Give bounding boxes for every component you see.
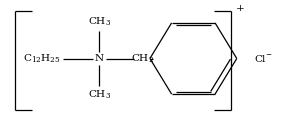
Text: +: + <box>235 4 244 13</box>
Text: $\mathregular{C_{12}H_{25}}$: $\mathregular{C_{12}H_{25}}$ <box>23 52 61 65</box>
Text: Cl$^{-}$: Cl$^{-}$ <box>254 53 273 64</box>
Text: $\mathregular{CH_3}$: $\mathregular{CH_3}$ <box>88 89 111 101</box>
Text: N: N <box>95 54 104 63</box>
Text: $\mathregular{CH_2}$: $\mathregular{CH_2}$ <box>131 52 155 65</box>
Text: $\mathregular{CH_3}$: $\mathregular{CH_3}$ <box>88 16 111 28</box>
